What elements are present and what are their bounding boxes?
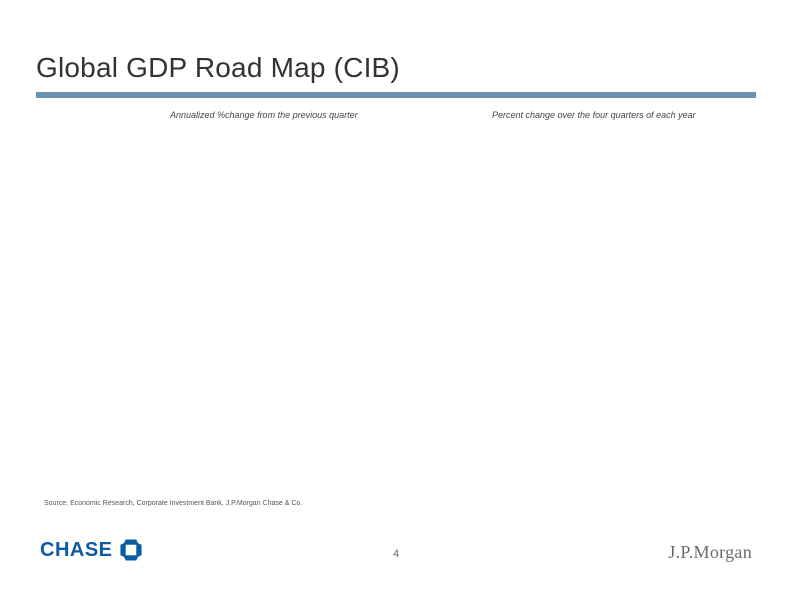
page-title: Global GDP Road Map (CIB) xyxy=(36,52,400,84)
chase-logo: CHASE xyxy=(40,538,143,562)
source-note: Source: Economic Research, Corporate Inv… xyxy=(44,500,302,507)
subtitle-right: Percent change over the four quarters of… xyxy=(492,110,696,120)
slide: Global GDP Road Map (CIB) Annualized %ch… xyxy=(0,0,792,612)
subtitle-left: Annualized %change from the previous qua… xyxy=(170,110,358,120)
title-accent-bar xyxy=(36,92,756,98)
jpmorgan-logo: J.P.Morgan xyxy=(668,542,752,563)
chase-logo-text: CHASE xyxy=(40,539,113,562)
chase-octagon-icon xyxy=(119,538,143,562)
